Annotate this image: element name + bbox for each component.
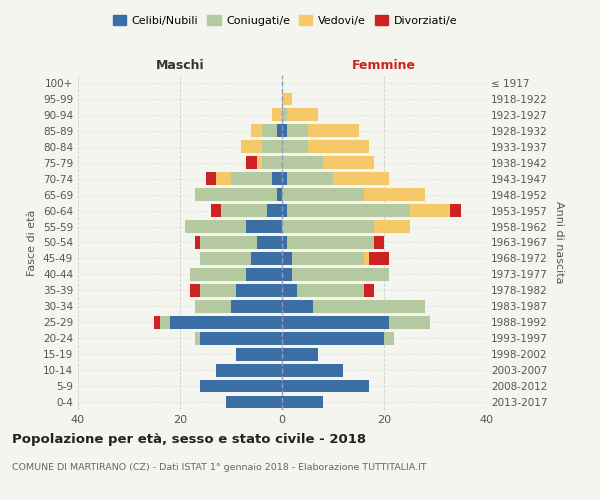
Bar	[282, 140, 308, 153]
Bar	[200, 332, 282, 344]
Bar	[282, 236, 287, 249]
Bar	[216, 364, 282, 376]
Text: COMUNE DI MARTIRANO (CZ) - Dati ISTAT 1° gennaio 2018 - Elaborazione TUTTITALIA.: COMUNE DI MARTIRANO (CZ) - Dati ISTAT 1°…	[12, 462, 427, 471]
Bar	[287, 236, 374, 249]
Bar	[251, 252, 282, 265]
Bar	[190, 284, 200, 296]
Legend: Celibi/Nubili, Coniugati/e, Vedovi/e, Divorziati/e: Celibi/Nubili, Coniugati/e, Vedovi/e, Di…	[109, 10, 461, 30]
Bar	[308, 124, 359, 137]
Bar	[282, 172, 287, 185]
Bar	[221, 204, 267, 217]
Bar	[287, 204, 410, 217]
Bar	[206, 172, 216, 185]
Bar	[190, 268, 247, 281]
Bar	[155, 316, 160, 328]
Y-axis label: Fasce di età: Fasce di età	[28, 210, 37, 276]
Bar	[277, 124, 282, 137]
Bar	[257, 156, 262, 169]
Bar	[211, 204, 221, 217]
Bar	[247, 268, 282, 281]
Bar	[282, 92, 292, 106]
Bar	[277, 188, 282, 201]
Bar	[287, 124, 308, 137]
Bar	[333, 172, 389, 185]
Bar	[410, 204, 451, 217]
Bar	[185, 220, 247, 233]
Bar	[231, 172, 272, 185]
Bar	[282, 124, 287, 137]
Bar	[384, 332, 394, 344]
Bar	[257, 236, 282, 249]
Bar	[282, 332, 384, 344]
Bar	[272, 172, 282, 185]
Bar	[364, 188, 425, 201]
Bar	[287, 108, 318, 122]
Bar	[262, 156, 282, 169]
Bar	[282, 252, 292, 265]
Bar	[262, 140, 282, 153]
Bar	[282, 316, 389, 328]
Y-axis label: Anni di nascita: Anni di nascita	[554, 201, 564, 284]
Bar	[272, 108, 282, 122]
Bar	[200, 380, 282, 392]
Bar	[374, 220, 410, 233]
Bar	[282, 156, 323, 169]
Bar	[308, 140, 369, 153]
Bar	[282, 188, 364, 201]
Bar	[282, 300, 313, 312]
Bar	[282, 220, 374, 233]
Text: Maschi: Maschi	[155, 59, 205, 72]
Bar	[282, 348, 318, 360]
Bar	[451, 204, 461, 217]
Bar	[282, 268, 292, 281]
Bar	[364, 252, 369, 265]
Bar	[251, 124, 262, 137]
Bar	[298, 284, 364, 296]
Bar	[282, 364, 343, 376]
Bar	[369, 252, 389, 265]
Bar	[313, 300, 425, 312]
Bar	[236, 348, 282, 360]
Bar	[196, 236, 200, 249]
Bar	[241, 140, 262, 153]
Bar	[282, 396, 323, 408]
Text: Femmine: Femmine	[352, 59, 416, 72]
Bar	[292, 252, 364, 265]
Bar	[374, 236, 384, 249]
Bar	[364, 284, 374, 296]
Bar	[160, 316, 170, 328]
Bar	[267, 204, 282, 217]
Bar	[282, 108, 287, 122]
Bar	[262, 124, 277, 137]
Bar	[247, 220, 282, 233]
Bar	[231, 300, 282, 312]
Bar	[389, 316, 430, 328]
Bar	[200, 252, 251, 265]
Bar	[287, 172, 333, 185]
Text: Popolazione per età, sesso e stato civile - 2018: Popolazione per età, sesso e stato civil…	[12, 432, 366, 446]
Bar	[200, 284, 236, 296]
Bar	[247, 156, 257, 169]
Bar	[282, 380, 369, 392]
Bar	[196, 300, 231, 312]
Bar	[236, 284, 282, 296]
Bar	[282, 284, 298, 296]
Bar	[226, 396, 282, 408]
Bar	[292, 268, 389, 281]
Bar	[196, 188, 277, 201]
Bar	[216, 172, 231, 185]
Bar	[282, 204, 287, 217]
Bar	[200, 236, 257, 249]
Bar	[323, 156, 374, 169]
Bar	[170, 316, 282, 328]
Bar	[196, 332, 200, 344]
